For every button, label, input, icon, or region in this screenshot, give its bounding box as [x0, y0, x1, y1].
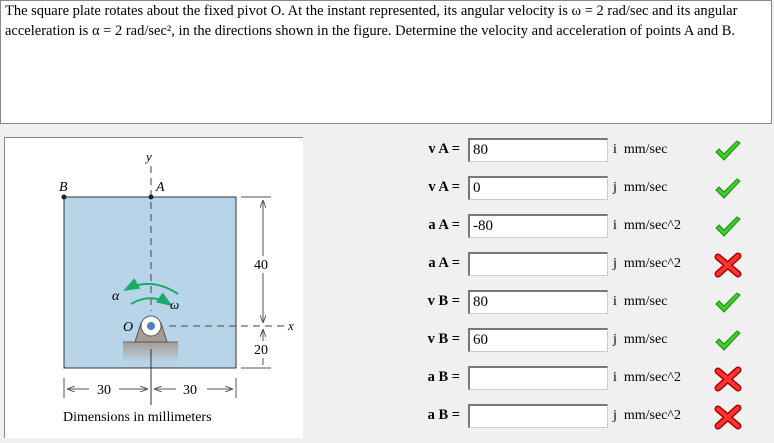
unit-label: j mm/sec: [613, 332, 668, 347]
answer-row: a A = j mm/sec^2: [410, 252, 774, 278]
answer-label: v A =: [428, 141, 460, 157]
answer-input[interactable]: -80: [468, 214, 608, 238]
cross-icon: [714, 404, 742, 430]
answer-input[interactable]: 60: [468, 328, 608, 352]
answer-input[interactable]: [468, 252, 608, 276]
answer-row: a B = i mm/sec^2: [410, 366, 774, 392]
x-axis-label: x: [287, 318, 294, 333]
point-a-label: A: [155, 180, 165, 195]
answer-input[interactable]: 0: [468, 176, 608, 200]
pivot-o-label: O: [123, 320, 133, 335]
unit-label: i mm/sec: [613, 294, 668, 309]
answer-input[interactable]: [468, 404, 608, 428]
answer-row: a A = -80 i mm/sec^2: [410, 214, 774, 238]
check-icon: [715, 292, 741, 313]
dim-20: 20: [254, 343, 268, 358]
answer-label: a B =: [427, 407, 460, 423]
unit-label: i mm/sec: [613, 142, 668, 157]
unit-label: i mm/sec^2: [613, 370, 682, 385]
point-b-label: B: [59, 180, 68, 195]
check-icon: [715, 330, 741, 351]
unit-label: j mm/sec^2: [613, 408, 682, 423]
question-text: The square plate rotates about the fixed…: [0, 0, 772, 124]
question-line-2: acceleration is α = 2 rad/sec², in the d…: [5, 23, 735, 39]
y-axis-label: y: [144, 149, 152, 164]
answer-row: v A = 0 j mm/sec: [410, 176, 774, 200]
omega-label: ω: [170, 297, 179, 312]
dim-30-left: 30: [97, 383, 111, 398]
answer-input[interactable]: [468, 366, 608, 390]
answer-label: v A =: [428, 179, 460, 195]
answer-input[interactable]: 80: [468, 138, 608, 162]
answer-label: a B =: [427, 369, 460, 385]
answer-input[interactable]: 80: [468, 290, 608, 314]
check-icon: [715, 216, 741, 237]
answer-label: a A =: [428, 255, 460, 271]
answer-label: v B =: [427, 331, 460, 347]
answer-row: v B = 80 i mm/sec: [410, 290, 774, 314]
check-icon: [715, 140, 741, 161]
answer-row: a B = j mm/sec^2: [410, 404, 774, 430]
cross-icon: [714, 366, 742, 392]
dim-30-right: 30: [183, 383, 197, 398]
unit-label: i mm/sec^2: [613, 218, 682, 233]
dim-40: 40: [254, 258, 268, 273]
unit-label: j mm/sec: [613, 180, 668, 195]
check-icon: [715, 178, 741, 199]
answer-row: v A = 80 i mm/sec: [410, 138, 774, 162]
answer-label: v B =: [427, 293, 460, 309]
question-line-1: The square plate rotates about the fixed…: [5, 3, 738, 19]
answer-label: a A =: [428, 217, 460, 233]
figure-caption: Dimensions in millimeters: [63, 410, 212, 425]
alpha-label: α: [112, 289, 120, 304]
problem-figure: y x A B O α ω 40 20 30 30 Dimensions in …: [4, 137, 303, 438]
unit-label: j mm/sec^2: [613, 256, 682, 271]
answer-row: v B = 60 j mm/sec: [410, 328, 774, 352]
cross-icon: [714, 252, 742, 278]
